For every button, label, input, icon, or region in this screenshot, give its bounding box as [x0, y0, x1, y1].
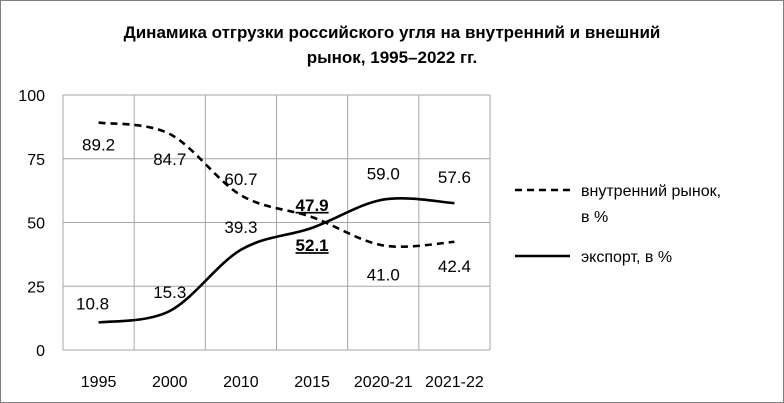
data-labels: 89.2 84.7 60.7 52.1 41.0 42.4 10.8 15.3 39.3 47.9…	[76, 136, 471, 314]
export-data-label: 39.3	[224, 218, 257, 237]
domestic-market-line	[98, 121, 455, 249]
domestic-data-label: 52.1	[296, 236, 329, 255]
domestic-data-label: 42.4	[438, 257, 471, 276]
y-tick-label: 25	[27, 279, 45, 296]
chart-title: Динамика отгрузки российского угля на вн…	[60, 20, 724, 70]
x-tick-label: 2000	[152, 374, 188, 391]
export-data-label: 15.3	[153, 283, 186, 302]
y-tick-label: 0	[36, 343, 45, 360]
legend: внутренний рынок, в % экспорт, в %	[515, 183, 721, 266]
x-tick-label: 2021-22	[425, 374, 484, 391]
domestic-data-label: 60.7	[224, 170, 257, 189]
y-tick-label: 50	[27, 216, 45, 233]
series-lines	[98, 121, 455, 324]
x-tick-label: 1995	[81, 374, 117, 391]
grid-lines	[62, 94, 491, 351]
chart-title-line-1: Динамика отгрузки российского угля на вн…	[123, 23, 661, 42]
domestic-data-label: 84.7	[153, 150, 186, 169]
y-axis: 0 25 50 75 100	[18, 88, 45, 360]
x-tick-label: 2020-21	[354, 374, 413, 391]
x-axis: 1995 2000 2010 2015 2020-21 2021-22	[81, 374, 484, 391]
x-tick-label: 2015	[294, 374, 330, 391]
domestic-data-label: 89.2	[82, 136, 115, 155]
legend-label: внутренний рынок,	[581, 183, 721, 200]
export-line	[98, 196, 455, 324]
y-tick-label: 100	[18, 88, 45, 105]
export-data-label: 47.9	[296, 196, 329, 215]
chart-title-line-2: рынок, 1995–2022 гг.	[306, 48, 478, 67]
domestic-data-label: 41.0	[367, 265, 400, 284]
legend-label: в %	[581, 209, 608, 226]
export-data-label: 59.0	[367, 165, 400, 184]
export-data-label: 10.8	[76, 294, 109, 313]
y-tick-label: 75	[27, 152, 45, 169]
x-tick-label: 2010	[223, 374, 259, 391]
export-data-label: 57.6	[438, 168, 471, 187]
legend-label: экспорт, в %	[581, 249, 672, 266]
